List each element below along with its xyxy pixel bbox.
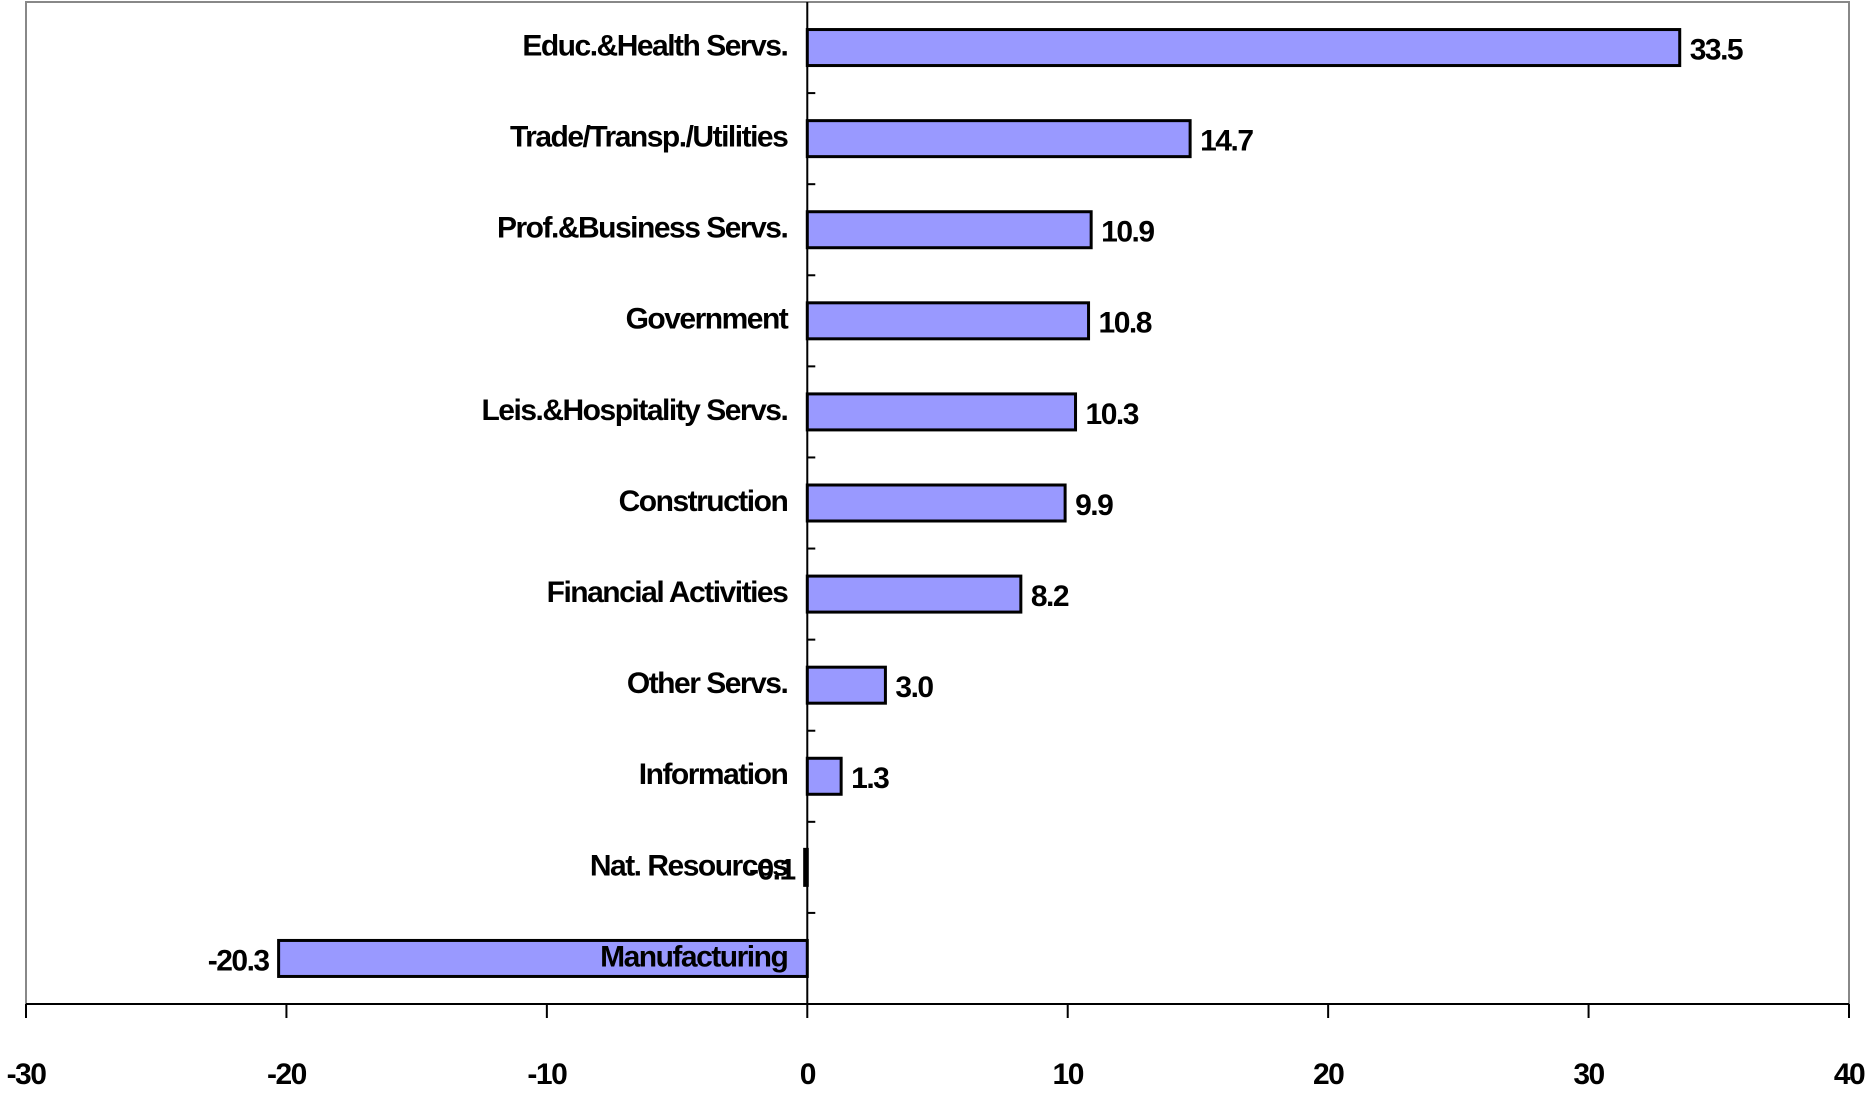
x-tick-label: 30 [1573, 1058, 1604, 1091]
bar [805, 574, 1023, 614]
bar [805, 483, 1067, 523]
bar [805, 301, 1091, 341]
category-label: Construction [619, 485, 788, 518]
bar [803, 847, 809, 887]
bar [805, 392, 1078, 432]
value-label: 1.3 [851, 762, 889, 795]
category-label: Other Servs. [627, 667, 788, 700]
bar [805, 119, 1192, 159]
value-label: -0.1 [749, 853, 796, 886]
value-label: 3.0 [895, 671, 933, 704]
category-label: Trade/Transp./Utilities [510, 121, 788, 154]
category-label: Nat. Resources [590, 849, 788, 882]
x-tick-label: -30 [7, 1058, 47, 1091]
value-label: 8.2 [1031, 580, 1069, 613]
category-label: Government [626, 303, 789, 336]
x-tick-label: 0 [800, 1058, 816, 1091]
value-label: -20.3 [208, 944, 270, 977]
category-label: Manufacturing [600, 940, 787, 973]
bar [805, 665, 887, 705]
x-tick-label: -10 [527, 1058, 567, 1091]
x-tick-label: 40 [1834, 1058, 1865, 1091]
x-tick-label: 20 [1313, 1058, 1344, 1091]
bar [805, 756, 843, 796]
x-tick-label: 10 [1053, 1058, 1084, 1091]
category-label: Educ.&Health Servs. [522, 29, 787, 62]
category-label: Leis.&Hospitality Servs. [481, 394, 787, 427]
category-label: Prof.&Business Servs. [497, 212, 787, 245]
category-label: Information [639, 758, 788, 791]
category-label: Financial Activities [547, 576, 788, 609]
value-label: 14.7 [1200, 125, 1253, 158]
bar [805, 28, 1682, 68]
value-label: 10.3 [1086, 398, 1139, 431]
value-label: 10.8 [1099, 307, 1152, 340]
bar [277, 938, 809, 978]
value-label: 10.9 [1101, 216, 1154, 249]
bar [805, 210, 1093, 250]
x-tick-label: -20 [267, 1058, 307, 1091]
value-label: 33.5 [1690, 33, 1743, 66]
value-label: 9.9 [1075, 489, 1113, 522]
